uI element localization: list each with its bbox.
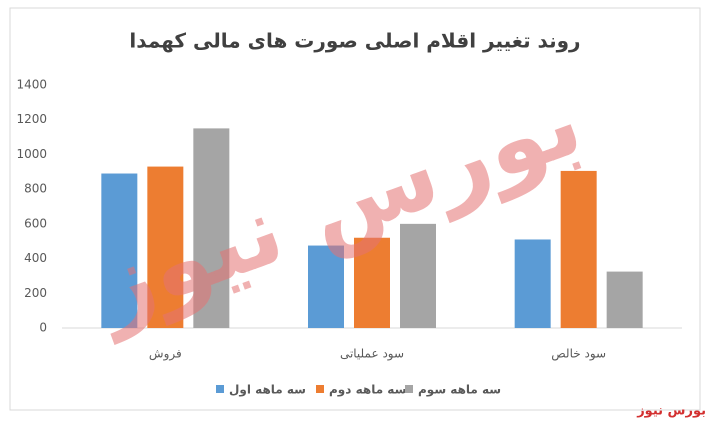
plot-area: 0 200 400 600 800 1000 1200 1400 فروش سود عملیاتی… — [16, 78, 682, 398]
bar — [606, 271, 643, 328]
legend-label: سه ماهه اول — [229, 383, 306, 398]
bar — [400, 223, 436, 328]
x-tick-label: سود خالص — [551, 347, 606, 362]
x-tick-label: سود عملیاتی — [340, 347, 404, 362]
legend-swatch — [405, 385, 413, 393]
bar — [193, 128, 230, 328]
y-tick-label: 800 — [24, 182, 47, 196]
legend-swatch — [216, 385, 224, 393]
y-tick-label: 600 — [24, 216, 47, 230]
y-tick-label: 0 — [39, 321, 47, 335]
x-tick-label: فروش — [149, 347, 182, 362]
y-tick-label: 1400 — [16, 78, 47, 92]
bar — [354, 237, 390, 328]
y-tick-label: 200 — [24, 286, 47, 300]
legend-label: سه ماهه دوم — [329, 383, 406, 398]
y-tick-label: 1200 — [16, 112, 47, 126]
y-tick-label: 400 — [24, 251, 47, 265]
bar — [147, 166, 184, 328]
bar — [308, 245, 344, 328]
legend-swatch — [316, 385, 324, 393]
y-tick-label: 1000 — [16, 147, 47, 161]
chart-title: روند تغییر اقلام اصلی صورت های مالی کهمد… — [129, 29, 580, 53]
bar — [101, 173, 138, 328]
legend-label: سه ماهه سوم — [418, 383, 501, 398]
bar — [560, 170, 597, 328]
bar — [514, 239, 551, 328]
source-logo: بورس نیوز — [636, 404, 706, 419]
